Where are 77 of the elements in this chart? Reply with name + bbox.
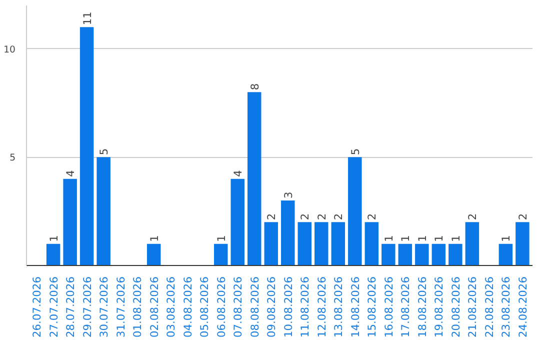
x-tick-label: 12.08.2026 — [315, 276, 328, 338]
data-label: 4 — [64, 170, 78, 177]
x-tick-label: 10.08.2026 — [282, 276, 295, 338]
data-label: 1 — [500, 235, 513, 242]
bar — [516, 222, 530, 266]
x-tick-label: 18.08.2026 — [416, 276, 429, 338]
x-tick-label: 15.08.2026 — [366, 276, 379, 338]
x-tick-label: 16.08.2026 — [382, 276, 396, 338]
bar — [63, 178, 77, 266]
bar — [465, 222, 480, 266]
x-tick-label: 06.08.2026 — [214, 276, 228, 338]
bar — [46, 244, 60, 266]
x-tick-label: 02.08.2026 — [148, 276, 161, 338]
data-label: 5 — [348, 148, 362, 156]
x-tick-label: 20.08.2026 — [449, 276, 462, 338]
x-tick-label: 13.08.2026 — [332, 276, 346, 338]
data-label: 2 — [332, 213, 346, 220]
x-tick-label: 14.08.2026 — [348, 276, 362, 338]
data-label: 1 — [432, 235, 446, 242]
bar — [281, 200, 295, 266]
data-label: 11 — [80, 12, 94, 26]
x-tick-label: 17.08.2026 — [399, 276, 412, 338]
bar — [348, 157, 362, 266]
x-tick-label: 22.08.2026 — [482, 276, 496, 338]
bar — [364, 222, 379, 266]
data-label: 8 — [248, 83, 262, 90]
data-label: 2 — [516, 213, 530, 220]
data-label: 1 — [449, 235, 462, 242]
bar — [264, 222, 278, 266]
x-tick-label: 03.08.2026 — [164, 276, 178, 338]
y-tick-label: 10 — [4, 44, 16, 56]
data-label: 1 — [416, 235, 429, 242]
x-tick-label: 29.07.2026 — [80, 276, 94, 338]
x-tick-label: 24.08.2026 — [516, 276, 530, 338]
data-label: 2 — [315, 213, 328, 220]
data-label: 1 — [382, 235, 396, 242]
bar — [314, 222, 328, 266]
data-label: 4 — [232, 170, 245, 177]
bar — [398, 244, 412, 266]
x-tick-label: 09.08.2026 — [265, 276, 278, 338]
bar — [432, 244, 446, 266]
data-label: 5 — [98, 148, 111, 156]
data-label: 2 — [466, 213, 480, 220]
data-label: 3 — [282, 192, 295, 198]
data-label: 1 — [399, 235, 412, 242]
bar — [214, 244, 228, 266]
x-tick-label: 11.08.2026 — [298, 276, 312, 338]
bar — [331, 222, 346, 266]
data-label: 2 — [366, 213, 379, 220]
x-tick-label: 27.07.2026 — [47, 276, 60, 338]
bar — [298, 222, 312, 266]
bar — [230, 178, 244, 266]
data-label: 2 — [298, 213, 312, 220]
bar — [96, 157, 110, 266]
x-tick-label: 08.08.2026 — [248, 276, 262, 338]
x-tick-label: 07.08.2026 — [232, 276, 245, 338]
data-label: 1 — [214, 235, 228, 242]
bar — [248, 92, 262, 266]
data-label: 1 — [47, 235, 60, 242]
x-tick-label: 23.08.2026 — [500, 276, 513, 338]
bar — [80, 27, 94, 266]
x-tick-label: 05.08.2026 — [198, 276, 212, 338]
x-tick-label: 19.08.2026 — [432, 276, 446, 338]
x-tick-label: 01.08.2026 — [131, 276, 144, 338]
x-tick-label: 21.08.2026 — [466, 276, 480, 338]
data-label: 1 — [148, 235, 161, 242]
x-tick-label: 04.08.2026 — [181, 276, 194, 338]
x-tick-label: 26.07.2026 — [30, 276, 44, 338]
bar — [146, 244, 161, 266]
data-label: 2 — [265, 213, 278, 220]
x-tick-label: 30.07.2026 — [98, 276, 111, 338]
bar — [415, 244, 429, 266]
bar — [382, 244, 396, 266]
x-tick-label: 31.07.2026 — [114, 276, 128, 338]
x-tick-label: 28.07.2026 — [64, 276, 78, 338]
bar — [448, 244, 462, 266]
bar — [498, 244, 513, 266]
